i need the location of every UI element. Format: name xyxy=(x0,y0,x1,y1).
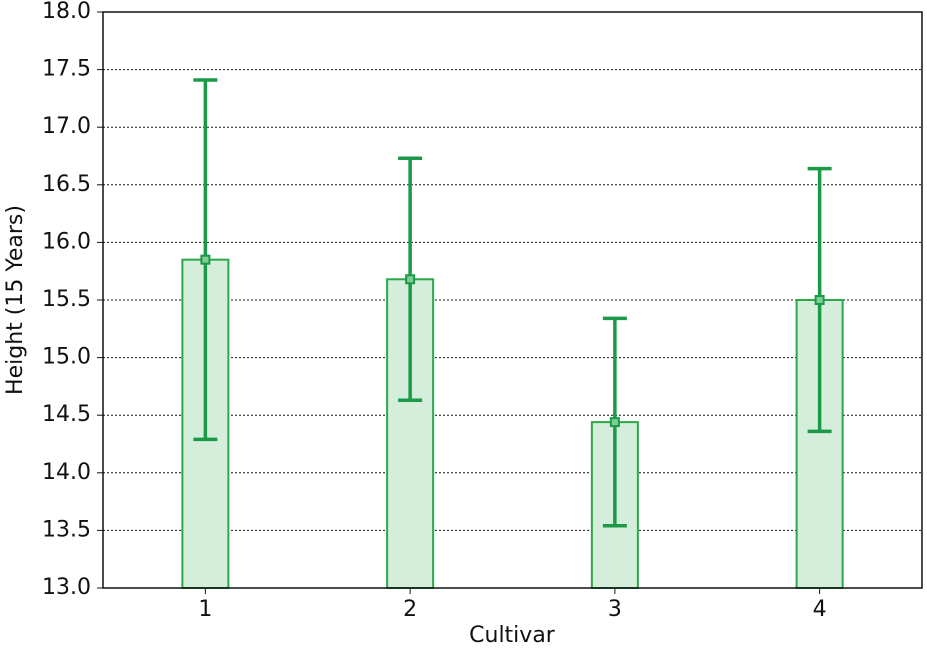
y-axis-label: Height (15 Years) xyxy=(3,205,28,395)
y-tick-label: 15.0 xyxy=(42,345,91,370)
y-tick-label: 15.5 xyxy=(42,287,91,312)
y-tick-label: 14.0 xyxy=(42,460,91,485)
y-tick-label: 16.5 xyxy=(42,172,91,197)
y-tick-label: 17.5 xyxy=(42,57,91,82)
x-tick-label: 3 xyxy=(608,597,622,622)
y-tick-label: 13.0 xyxy=(42,575,91,600)
y-tick-label: 17.0 xyxy=(42,114,91,139)
plot-frame xyxy=(102,11,923,589)
y-tick-label: 13.5 xyxy=(42,517,91,542)
x-tick-label: 2 xyxy=(403,597,417,622)
value-marker xyxy=(609,417,620,428)
x-tick-label: 4 xyxy=(813,597,827,622)
y-tick-label: 14.5 xyxy=(42,402,91,427)
y-tick-label: 16.0 xyxy=(42,229,91,254)
value-marker xyxy=(405,274,416,285)
value-marker xyxy=(200,254,211,265)
value-marker xyxy=(814,295,825,305)
x-axis-label: Cultivar xyxy=(469,623,556,648)
y-tick-label: 18.0 xyxy=(42,0,91,24)
x-tick-label: 1 xyxy=(198,597,212,622)
